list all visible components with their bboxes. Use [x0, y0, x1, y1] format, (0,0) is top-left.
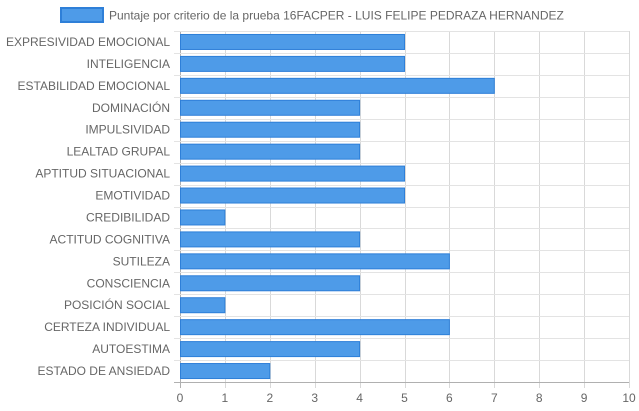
bar-9[interactable]: [180, 231, 361, 248]
x-tick-label-1: 1: [222, 391, 229, 405]
bar-6[interactable]: [180, 165, 405, 182]
bar-12[interactable]: [180, 297, 226, 314]
y-tick-label-2: ESTABILIDAD EMOCIONAL: [18, 79, 171, 93]
x-tick-label-6: 6: [446, 391, 453, 405]
bar-13[interactable]: [180, 319, 450, 336]
legend[interactable]: Puntaje por criterio de la prueba 16FACP…: [60, 7, 564, 23]
y-tick-label-15: ESTADO DE ANSIEDAD: [38, 364, 171, 378]
y-axis-labels: EXPRESIVIDAD EMOCIONAL INTELIGENCIA ESTABI…: [6, 35, 170, 378]
bar-8[interactable]: [180, 209, 226, 226]
y-tick-label-3: DOMINACIÓN: [92, 100, 170, 115]
bar-0[interactable]: [180, 33, 405, 50]
x-tick-label-8: 8: [536, 391, 543, 405]
x-tick-label-2: 2: [266, 391, 273, 405]
y-tick-label-7: EMOTIVIDAD: [95, 189, 170, 203]
bar-7[interactable]: [180, 187, 405, 204]
legend-swatch: [60, 7, 104, 23]
bar-4[interactable]: [180, 121, 361, 138]
bar-1[interactable]: [180, 55, 405, 72]
x-tick-label-5: 5: [401, 391, 408, 405]
bar-3[interactable]: [180, 99, 361, 116]
y-tick-label-13: CERTEZA INDIVIDUAL: [44, 320, 170, 334]
x-tick-label-3: 3: [311, 391, 318, 405]
y-tick-label-10: SUTILEZA: [113, 254, 170, 268]
y-tick-label-1: INTELIGENCIA: [87, 57, 170, 71]
bar-2[interactable]: [180, 77, 495, 94]
x-tick-label-10: 10: [622, 391, 636, 405]
bar-5[interactable]: [180, 143, 361, 160]
bar-10[interactable]: [180, 253, 450, 270]
y-tick-label-5: LEALTAD GRUPAL: [67, 145, 171, 159]
bar-14[interactable]: [180, 341, 361, 358]
legend-label: Puntaje por criterio de la prueba 16FACP…: [109, 9, 564, 23]
bars: [180, 33, 495, 380]
x-axis-labels: 0 1 2 3 4 5 6 7 8 9 10: [177, 391, 636, 405]
y-tick-label-6: APTITUD SITUACIONAL: [35, 167, 170, 181]
y-tick-label-0: EXPRESIVIDAD EMOCIONAL: [6, 35, 170, 49]
bar-11[interactable]: [180, 275, 361, 292]
y-tick-label-9: ACTITUD COGNITIVA: [50, 232, 170, 246]
y-tick-label-4: IMPULSIVIDAD: [85, 123, 170, 137]
y-tick-label-8: CREDIBILIDAD: [86, 210, 170, 224]
x-tick-label-4: 4: [356, 391, 363, 405]
bar-15[interactable]: [180, 363, 271, 380]
y-tick-label-14: AUTOESTIMA: [92, 342, 170, 356]
x-tick-label-0: 0: [177, 391, 184, 405]
y-tick-label-12: POSICIÓN SOCIAL: [64, 297, 170, 312]
y-tick-label-11: CONSCIENCIA: [87, 276, 170, 290]
x-tick-label-9: 9: [581, 391, 588, 405]
x-tick-label-7: 7: [491, 391, 498, 405]
